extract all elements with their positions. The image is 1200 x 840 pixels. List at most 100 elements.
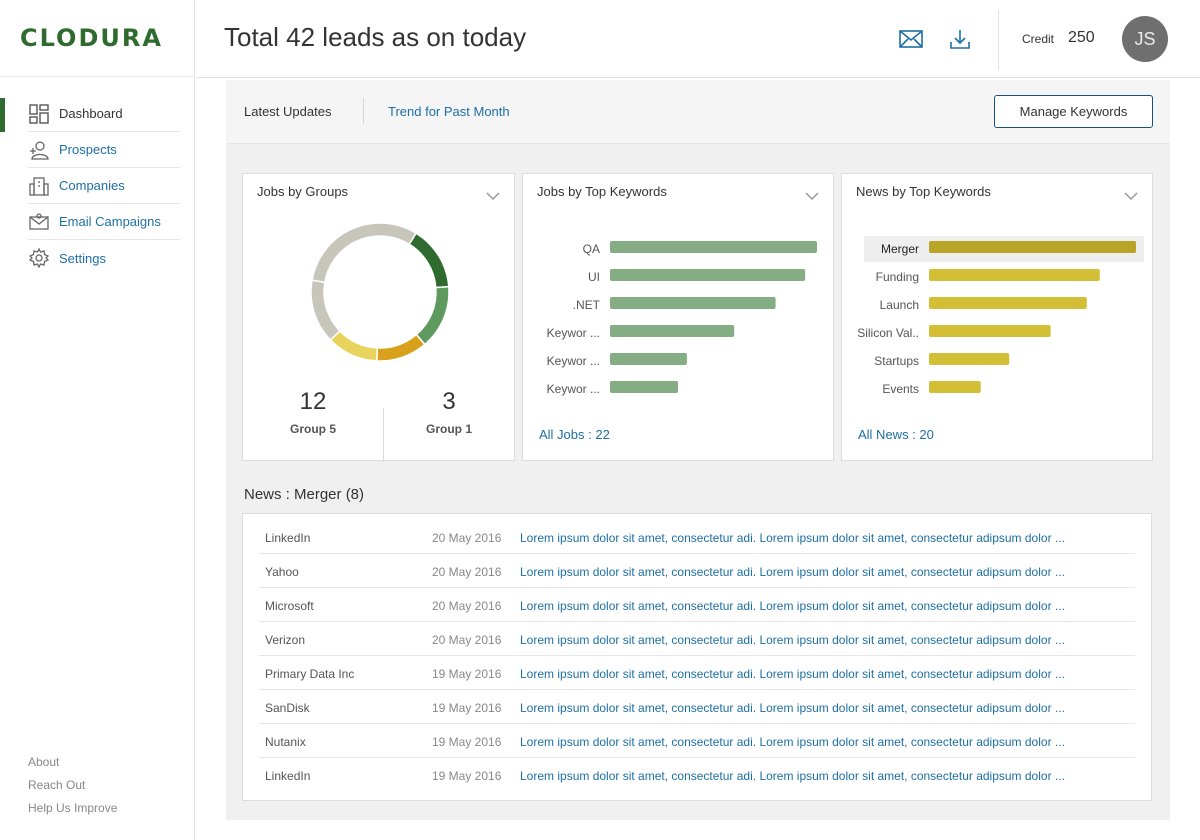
donut-slice[interactable] (310, 279, 341, 342)
all-news-link[interactable]: All News : 20 (858, 427, 934, 442)
header: Total 42 leads as on today Credit 250 JS (196, 0, 1200, 78)
news-headline-link[interactable]: Lorem ipsum dolor sit amet, consectetur … (520, 565, 1065, 579)
table-row[interactable]: Microsoft 20 May 2016 Lorem ipsum dolor si… (259, 588, 1135, 622)
table-row[interactable]: LinkedIn 20 May 2016 Lorem ipsum dolor sit… (259, 520, 1135, 554)
bar[interactable] (610, 269, 806, 281)
news-date: 20 May 2016 (432, 599, 502, 613)
news-headline-link[interactable]: Lorem ipsum dolor sit amet, consectetur … (520, 735, 1065, 749)
bar-label: Events (882, 382, 919, 396)
reach-out-link[interactable]: Reach Out (28, 778, 86, 792)
sidebar-item-prospects[interactable]: Prospects (28, 132, 180, 168)
chevron-down-icon[interactable] (805, 188, 819, 201)
avatar[interactable]: JS (1122, 16, 1168, 62)
tab-latest-updates[interactable]: Latest Updates (244, 104, 332, 119)
bar[interactable] (929, 325, 1051, 337)
sidebar-item-companies[interactable]: Companies (28, 168, 180, 204)
bar[interactable] (929, 241, 1136, 253)
bar[interactable] (610, 381, 679, 393)
tab-trend-past-month[interactable]: Trend for Past Month (388, 104, 510, 119)
news-date: 20 May 2016 (432, 633, 502, 647)
bar[interactable] (929, 381, 981, 393)
news-date: 20 May 2016 (432, 531, 502, 545)
manage-keywords-button[interactable]: Manage Keywords (994, 95, 1153, 128)
news-company: Nutanix (265, 735, 306, 749)
donut-slice[interactable] (329, 329, 379, 362)
card-title: Jobs by Groups (257, 184, 349, 199)
donut-slice[interactable] (415, 285, 450, 346)
news-company: Verizon (265, 633, 306, 647)
all-jobs-link[interactable]: All Jobs : 22 (539, 427, 610, 442)
bar[interactable] (929, 297, 1087, 309)
sidebar-item-label: Companies (59, 178, 125, 193)
news-headline-link[interactable]: Lorem ipsum dolor sit amet, consectetur … (520, 667, 1065, 681)
donut-slice[interactable] (375, 333, 426, 362)
card-title: News by Top Keywords (856, 184, 991, 199)
news-section-heading: News : Merger (8) (244, 486, 365, 503)
sidebar-item-label: Dashboard (59, 106, 123, 121)
table-row[interactable]: SanDisk 19 May 2016 Lorem ipsum dolor sit … (259, 690, 1135, 724)
table-row[interactable]: Yahoo 20 May 2016 Lorem ipsum dolor sit am… (259, 554, 1135, 588)
news-headline-link[interactable]: Lorem ipsum dolor sit amet, consectetur … (520, 599, 1065, 613)
card-title: Jobs by Top Keywords (537, 184, 667, 199)
bar[interactable] (610, 325, 735, 337)
download-icon[interactable] (948, 28, 974, 52)
sidebar-item-settings[interactable]: Settings (28, 240, 180, 276)
bar[interactable] (929, 353, 1010, 365)
news-date: 19 May 2016 (432, 701, 502, 715)
bar[interactable] (610, 297, 776, 309)
divider (383, 408, 384, 462)
divider (998, 10, 999, 70)
donut-slice[interactable] (408, 232, 450, 289)
news-bar-chart: Merger Funding Launch Silicon Val.. Startups… (857, 236, 1144, 396)
mail-icon[interactable] (898, 28, 924, 52)
bar-label: QA (583, 242, 600, 256)
news-headline-link[interactable]: Lorem ipsum dolor sit amet, consectetur … (520, 633, 1065, 647)
news-company: Primary Data Inc (265, 667, 355, 681)
stat-label: Group 5 (289, 422, 336, 436)
bar-label: UI (588, 270, 600, 284)
bar-label: Keywor ... (547, 354, 600, 368)
table-row[interactable]: Verizon 20 May 2016 Lorem ipsum dolor sit … (259, 622, 1135, 656)
page-title: Total 42 leads as on today (224, 22, 527, 52)
tabs-bar: Latest Updates Trend for Past Month Mana… (226, 80, 1170, 144)
stat-label: Group 1 (425, 422, 472, 436)
news-company: Yahoo (265, 565, 299, 579)
news-headline-link[interactable]: Lorem ipsum dolor sit amet, consectetur … (520, 701, 1065, 715)
sidebar-item-label: Prospects (59, 142, 117, 157)
news-date: 19 May 2016 (432, 667, 502, 681)
help-us-improve-link[interactable]: Help Us Improve (28, 801, 118, 815)
credit-label: Credit (1022, 32, 1055, 46)
sidebar-item-label: Settings (59, 250, 106, 266)
table-row[interactable]: Nutanix 19 May 2016 Lorem ipsum dolor sit … (259, 724, 1135, 758)
stat-group-1: 3 Group 1 (379, 388, 519, 436)
news-company: Microsoft (265, 599, 314, 613)
chevron-down-icon[interactable] (1124, 188, 1138, 201)
dashboard-icon (28, 103, 50, 125)
email-campaigns-icon (28, 211, 50, 233)
news-headline-link[interactable]: Lorem ipsum dolor sit amet, consectetur … (520, 769, 1065, 783)
bar-label: .NET (573, 298, 601, 312)
sidebar-item-dashboard[interactable]: Dashboard (0, 96, 180, 132)
table-row[interactable]: Primary Data Inc 19 May 2016 Lorem ipsum d… (259, 656, 1135, 690)
gear-icon (28, 247, 50, 269)
table-row[interactable]: LinkedIn 19 May 2016 Lorem ipsum dolor sit… (259, 758, 1135, 792)
sidebar-footer: About Reach Out Help Us Improve (28, 754, 117, 823)
sidebar-nav: Dashboard Prospects Companies (0, 96, 195, 276)
bar[interactable] (610, 241, 817, 253)
credit-value: 250 (1068, 29, 1095, 46)
bar[interactable] (929, 269, 1100, 281)
bar-label: Funding (876, 270, 919, 284)
jobs-bar-chart: QA UI .NET Keywor ... Keywor ... Keywor ... (547, 241, 817, 396)
chevron-down-icon[interactable] (486, 188, 500, 201)
bar[interactable] (610, 353, 687, 365)
sidebar: CLODURA Dashboard Prospects (0, 0, 195, 840)
news-headline-link[interactable]: Lorem ipsum dolor sit amet, consectetur … (520, 531, 1065, 545)
companies-icon (28, 175, 50, 197)
logo[interactable]: CLODURA (20, 24, 180, 56)
stat-value: 3 (442, 388, 456, 415)
sidebar-item-email-campaigns[interactable]: Email Campaigns (28, 204, 180, 240)
news-date: 19 May 2016 (432, 769, 502, 783)
divider (363, 98, 364, 124)
donut-slice[interactable] (311, 222, 418, 284)
about-link[interactable]: About (28, 755, 60, 769)
